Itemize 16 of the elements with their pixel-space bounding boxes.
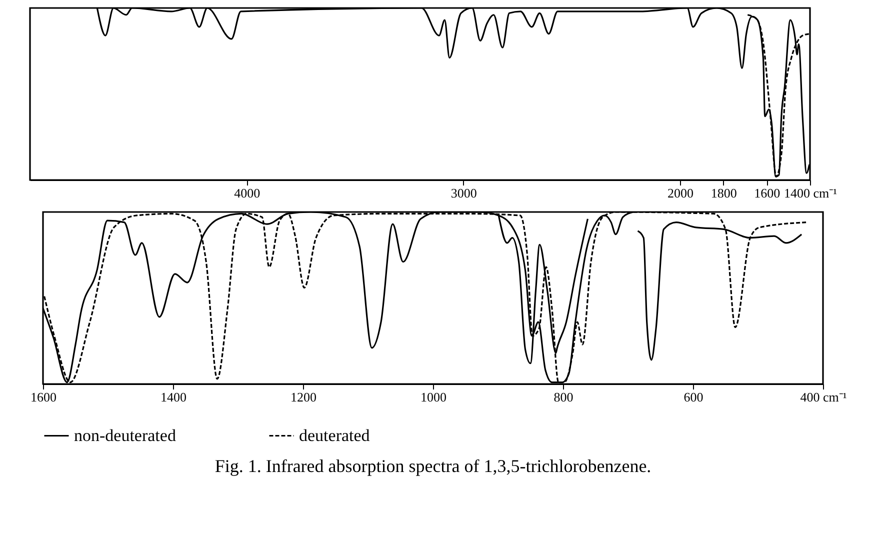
x-tick-label: 1600 xyxy=(754,186,780,200)
x-tick-label: 1400 xyxy=(160,390,186,404)
x-tick-label: 400 cm⁻¹ xyxy=(800,390,847,404)
legend-label: non-deuterated xyxy=(74,426,176,445)
x-tick-label: 800 xyxy=(554,390,574,404)
x-tick-label: 1400 cm⁻¹ xyxy=(784,186,838,200)
x-tick-label: 1800 xyxy=(710,186,737,200)
x-tick-label: 2000 xyxy=(668,186,694,200)
x-tick-label: 600 xyxy=(684,390,704,404)
x-tick-label: 1200 xyxy=(290,390,316,404)
text: Fig. 1. Infrared absorption spectra of 1,3,5-trichlorobenzene. xyxy=(214,456,652,476)
x-tick-label: 4000 xyxy=(234,186,260,200)
legend-label: deuterated xyxy=(299,426,370,445)
x-tick-label: 1600 xyxy=(30,390,56,404)
x-tick-label: 3000 xyxy=(450,186,477,200)
x-tick-label: 1000 xyxy=(420,390,446,404)
